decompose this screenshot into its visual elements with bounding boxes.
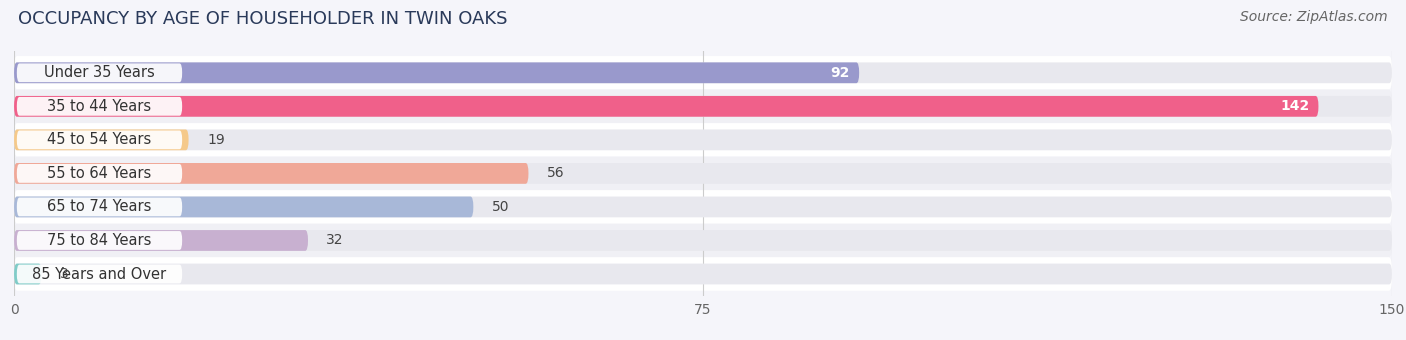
Text: 32: 32: [326, 234, 344, 248]
Text: 92: 92: [831, 66, 851, 80]
FancyBboxPatch shape: [14, 163, 1392, 184]
FancyBboxPatch shape: [14, 264, 42, 284]
FancyBboxPatch shape: [14, 197, 1392, 217]
FancyBboxPatch shape: [14, 264, 1392, 284]
FancyBboxPatch shape: [14, 89, 1392, 123]
FancyBboxPatch shape: [14, 96, 1392, 117]
Text: 35 to 44 Years: 35 to 44 Years: [48, 99, 152, 114]
Text: Source: ZipAtlas.com: Source: ZipAtlas.com: [1240, 10, 1388, 24]
Text: 56: 56: [547, 166, 564, 181]
Text: 75 to 84 Years: 75 to 84 Years: [48, 233, 152, 248]
Text: 19: 19: [207, 133, 225, 147]
Text: 3: 3: [60, 267, 69, 281]
FancyBboxPatch shape: [17, 231, 183, 250]
Text: OCCUPANCY BY AGE OF HOUSEHOLDER IN TWIN OAKS: OCCUPANCY BY AGE OF HOUSEHOLDER IN TWIN …: [18, 10, 508, 28]
Text: 85 Years and Over: 85 Years and Over: [32, 267, 166, 282]
FancyBboxPatch shape: [17, 63, 183, 82]
FancyBboxPatch shape: [17, 198, 183, 216]
FancyBboxPatch shape: [14, 96, 1319, 117]
Text: 50: 50: [492, 200, 509, 214]
FancyBboxPatch shape: [14, 163, 529, 184]
Text: 65 to 74 Years: 65 to 74 Years: [48, 200, 152, 215]
FancyBboxPatch shape: [14, 197, 474, 217]
Text: 45 to 54 Years: 45 to 54 Years: [48, 132, 152, 147]
FancyBboxPatch shape: [14, 257, 1392, 291]
Text: Under 35 Years: Under 35 Years: [44, 65, 155, 80]
FancyBboxPatch shape: [17, 131, 183, 149]
FancyBboxPatch shape: [17, 265, 183, 284]
Text: 142: 142: [1279, 99, 1309, 113]
Text: 55 to 64 Years: 55 to 64 Years: [48, 166, 152, 181]
FancyBboxPatch shape: [14, 63, 859, 83]
FancyBboxPatch shape: [17, 164, 183, 183]
FancyBboxPatch shape: [14, 130, 1392, 150]
FancyBboxPatch shape: [14, 190, 1392, 224]
FancyBboxPatch shape: [14, 130, 188, 150]
FancyBboxPatch shape: [14, 230, 308, 251]
FancyBboxPatch shape: [17, 97, 183, 116]
FancyBboxPatch shape: [14, 157, 1392, 190]
FancyBboxPatch shape: [14, 63, 1392, 83]
FancyBboxPatch shape: [14, 56, 1392, 89]
FancyBboxPatch shape: [14, 123, 1392, 157]
FancyBboxPatch shape: [14, 230, 1392, 251]
FancyBboxPatch shape: [14, 224, 1392, 257]
